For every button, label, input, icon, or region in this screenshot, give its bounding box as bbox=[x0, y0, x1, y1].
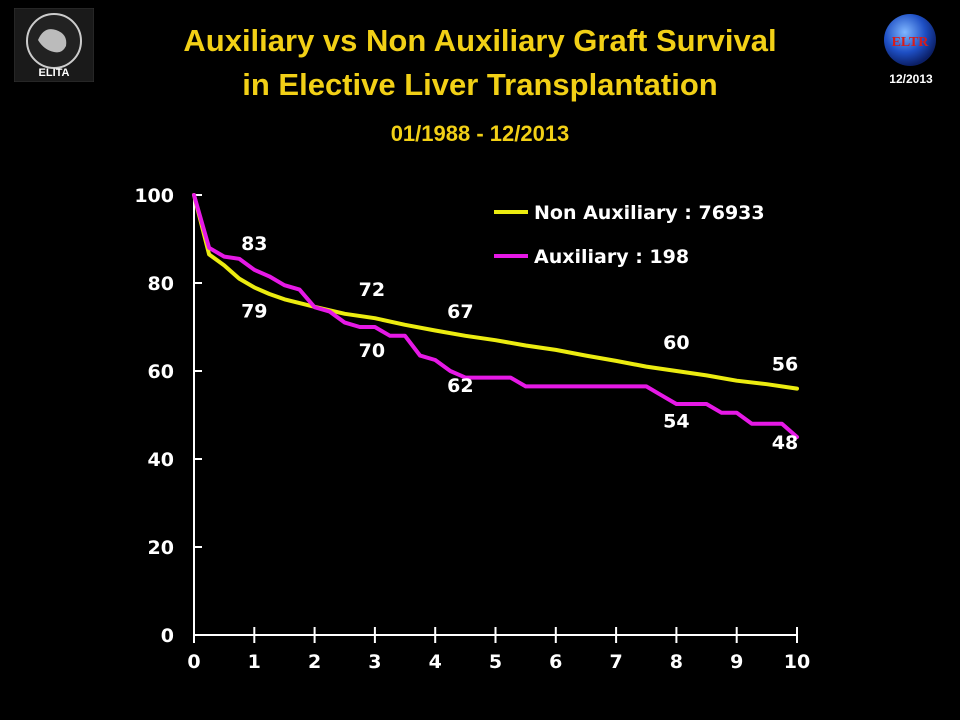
x-tick-label: 4 bbox=[429, 651, 442, 673]
y-tick-label: 80 bbox=[148, 273, 174, 295]
eltr-logo-text: ELTR bbox=[892, 35, 930, 50]
legend-label: Non Auxiliary : 76933 bbox=[534, 202, 765, 224]
eltr-globe-logo: ELTR bbox=[882, 12, 938, 68]
elita-logo: ELITA bbox=[13, 7, 95, 83]
series-line-auxiliary bbox=[192, 193, 799, 439]
data-label: 56 bbox=[772, 354, 798, 376]
y-tick-label: 60 bbox=[148, 361, 174, 383]
x-tick-label: 5 bbox=[489, 651, 502, 673]
x-tick-label: 3 bbox=[368, 651, 381, 673]
x-tick-label: 0 bbox=[187, 651, 200, 673]
chart-title-line-1: Auxiliary vs Non Auxiliary Graft Surviva… bbox=[183, 23, 777, 58]
y-tick-label: 100 bbox=[134, 185, 174, 207]
y-tick-label: 0 bbox=[161, 625, 174, 647]
x-tick-label: 8 bbox=[670, 651, 683, 673]
x-tick-label: 10 bbox=[784, 651, 810, 673]
x-tick-label: 1 bbox=[248, 651, 261, 673]
data-label: 62 bbox=[447, 375, 473, 397]
chart-title-line-2: in Elective Liver Transplantation bbox=[242, 67, 718, 102]
data-label: 54 bbox=[663, 410, 689, 432]
y-tick-label: 40 bbox=[148, 449, 174, 471]
legend-label: Auxiliary : 198 bbox=[534, 246, 689, 268]
series-line-non-auxiliary bbox=[192, 193, 799, 391]
x-tick-label: 6 bbox=[549, 651, 562, 673]
data-label: 83 bbox=[241, 233, 267, 255]
data-label: 70 bbox=[359, 340, 385, 362]
x-tick-label: 7 bbox=[609, 651, 622, 673]
x-tick-label: 9 bbox=[730, 651, 743, 673]
data-label: 60 bbox=[663, 332, 689, 354]
y-tick-label: 20 bbox=[148, 537, 174, 559]
chart-subtitle: 01/1988 - 12/2013 bbox=[390, 121, 570, 146]
data-label: 72 bbox=[359, 279, 385, 301]
date-badge: 12/2013 bbox=[889, 72, 933, 86]
data-label: 48 bbox=[772, 432, 798, 454]
data-label: 67 bbox=[447, 301, 473, 323]
x-tick-label: 2 bbox=[308, 651, 321, 673]
data-label: 79 bbox=[241, 300, 267, 322]
elita-logo-text: ELITA bbox=[39, 67, 70, 79]
